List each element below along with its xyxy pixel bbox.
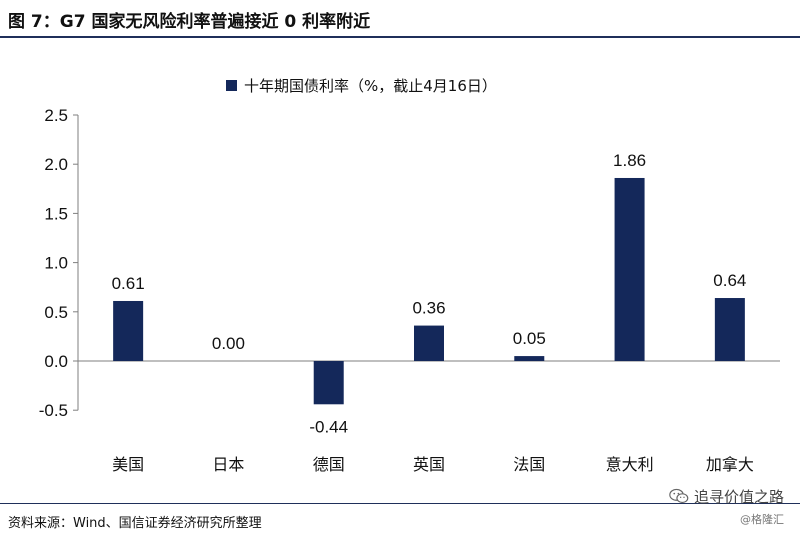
wechat-icon (669, 488, 689, 504)
x-tick-label: 德国 (313, 455, 345, 474)
x-tick-label: 美国 (112, 455, 144, 474)
x-tick-label: 加拿大 (706, 455, 754, 474)
x-tick-label: 英国 (413, 455, 445, 474)
y-tick-label: 2.0 (44, 155, 68, 174)
watermark-handle: @格隆汇 (740, 513, 784, 526)
y-tick-label: 2.5 (44, 106, 68, 125)
watermark-account: 追寻价值之路 (693, 488, 784, 506)
y-tick-label: 0.0 (44, 352, 68, 371)
data-label: 0.00 (212, 334, 245, 353)
watermark: 追寻价值之路 @格隆汇 (669, 486, 784, 527)
data-label: 0.05 (513, 329, 546, 348)
data-label: -0.44 (309, 417, 348, 436)
title-bar: 图 7：G7 国家无风险利率普遍接近 0 利率附近 (0, 0, 800, 38)
data-label: 0.36 (412, 299, 445, 318)
figure-title: 图 7：G7 国家无风险利率普遍接近 0 利率附近 (8, 12, 371, 32)
legend-label: 十年期国债利率（%，截止4月16日） (244, 77, 497, 95)
bar (414, 325, 444, 361)
y-tick-label: 0.5 (44, 303, 68, 322)
x-tick-label: 意大利 (606, 455, 654, 474)
bar (714, 298, 745, 361)
bar (313, 361, 344, 405)
data-label: 0.64 (713, 271, 746, 290)
x-tick-label: 法国 (513, 455, 545, 474)
footer-divider (0, 503, 800, 504)
bar (614, 177, 645, 361)
y-tick-label: -0.5 (39, 401, 68, 420)
bar (514, 356, 545, 361)
bar-chart: 十年期国债利率（%，截止4月16日） 2.5 2.0 1.5 1.0 0.5 0.0 -0.5… (39, 77, 780, 474)
source-note: 资料来源：Wind、国信证券经济研究所整理 (8, 516, 262, 531)
legend-swatch (226, 80, 237, 91)
data-label: 1.86 (613, 151, 646, 170)
data-label: 0.61 (112, 274, 145, 293)
bar (113, 300, 144, 361)
y-tick-label: 1.5 (44, 204, 68, 223)
x-tick-label: 日本 (212, 455, 244, 474)
y-tick-label: 1.0 (44, 254, 68, 273)
